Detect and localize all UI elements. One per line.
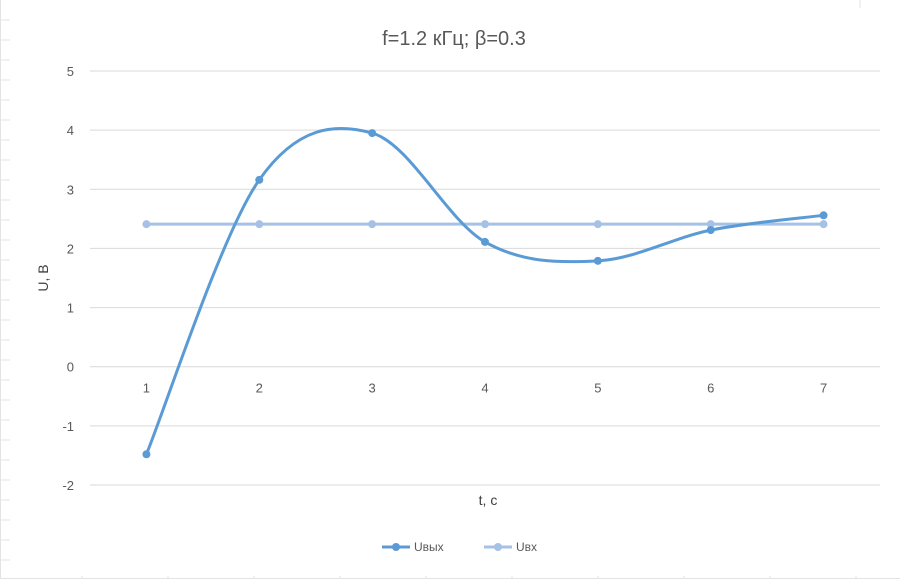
x-tick-label: 7	[820, 381, 827, 396]
x-tick-label: 3	[369, 381, 376, 396]
data-point[interactable]	[706, 226, 715, 235]
x-tick-label: 6	[707, 381, 714, 396]
data-point[interactable]	[481, 237, 489, 246]
y-tick-label: 3	[67, 182, 74, 197]
data-point[interactable]	[142, 220, 151, 229]
line-chart: f=1.2 кГц; β=0.3 -2 -1 0 1 2 3 4 5 1 2 3 4 5 6 7 t, c U, …	[35, 28, 880, 554]
legend-label: Uвх	[516, 540, 537, 554]
data-point[interactable]	[255, 220, 264, 229]
data-point[interactable]	[142, 450, 151, 459]
y-tick-label: 2	[67, 241, 74, 256]
y-tick-label: 5	[67, 64, 74, 79]
x-tick-label: 1	[143, 381, 150, 396]
x-axis-label: t, c	[479, 492, 498, 508]
y-tick-label: 4	[67, 123, 74, 138]
data-point[interactable]	[481, 220, 489, 229]
x-tick-label: 5	[594, 381, 601, 396]
data-point[interactable]	[255, 175, 264, 184]
data-point[interactable]	[593, 256, 602, 265]
x-tick-label: 4	[481, 381, 488, 396]
series-line-0[interactable]	[144, 127, 826, 456]
data-point[interactable]	[593, 220, 602, 229]
data-point[interactable]	[368, 129, 377, 138]
y-tick-label: 1	[67, 301, 74, 316]
y-axis-label: U, B	[35, 264, 51, 291]
data-point[interactable]	[819, 211, 828, 220]
y-tick-label: -2	[62, 478, 74, 493]
data-point[interactable]	[706, 220, 715, 229]
legend-swatch-marker	[494, 543, 502, 551]
data-point[interactable]	[368, 220, 377, 229]
data-point[interactable]	[819, 220, 828, 229]
y-tick-label: 0	[67, 360, 74, 375]
chart-title: f=1.2 кГц; β=0.3	[382, 28, 526, 50]
y-tick-label: -1	[62, 419, 74, 434]
legend-label: Uвых	[414, 540, 444, 554]
legend-swatch-marker	[392, 543, 400, 551]
chart-area[interactable]: f=1.2 кГц; β=0.3 -2 -1 0 1 2 3 4 5 1 2 3 4 5 6 7 t, c U, …	[10, 8, 898, 576]
x-tick-label: 2	[256, 381, 263, 396]
